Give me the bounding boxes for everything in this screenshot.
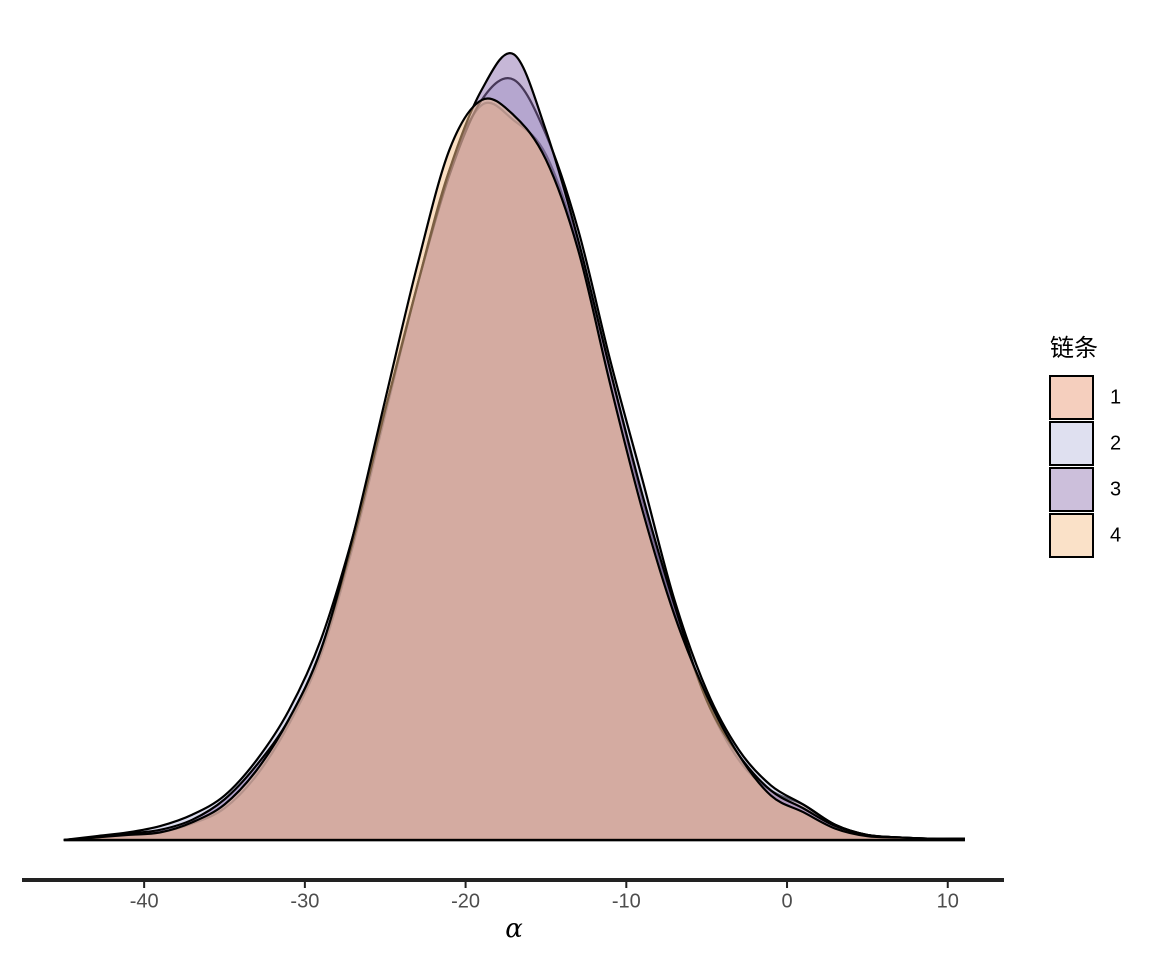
legend-label: 4 bbox=[1110, 524, 1121, 546]
x-tick-label: 10 bbox=[937, 890, 959, 912]
x-tick-label: -20 bbox=[451, 890, 480, 912]
legend-title: 链条 bbox=[1050, 334, 1098, 362]
x-tick-label: 0 bbox=[781, 890, 792, 912]
legend-swatch bbox=[1049, 467, 1094, 512]
legend-label: 3 bbox=[1110, 478, 1121, 500]
legend-swatch bbox=[1049, 513, 1094, 558]
legend-label: 1 bbox=[1110, 386, 1121, 408]
x-tick-label: -10 bbox=[612, 890, 641, 912]
x-tick-label: -30 bbox=[290, 890, 319, 912]
x-axis-label: α bbox=[505, 914, 523, 944]
x-tick-label: -40 bbox=[130, 890, 159, 912]
legend-label: 2 bbox=[1110, 432, 1121, 454]
density-area bbox=[63, 97, 965, 842]
legend-swatch bbox=[1049, 375, 1094, 420]
legend-swatch bbox=[1049, 421, 1094, 466]
